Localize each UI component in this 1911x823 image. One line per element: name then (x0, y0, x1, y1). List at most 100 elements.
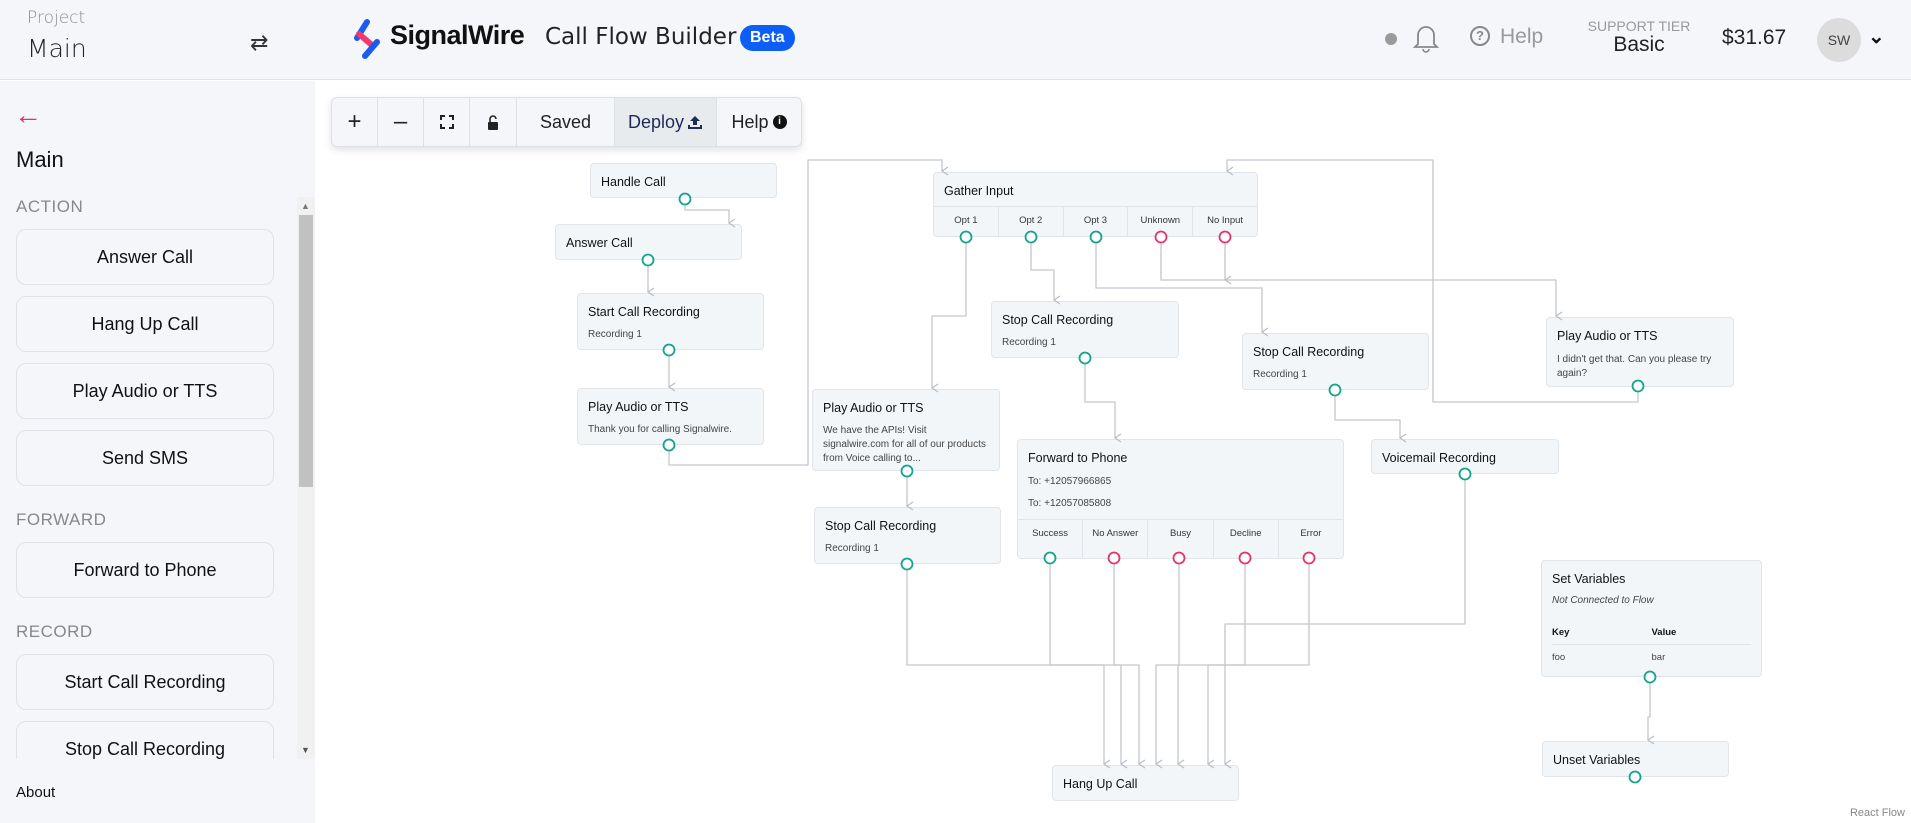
chevron-down-icon[interactable]: ⌄ (1868, 26, 1885, 48)
option-success: Success (1018, 520, 1084, 558)
node-stop-recording-c[interactable]: Stop Call Recording Recording 1 (1242, 333, 1429, 390)
node-title: Answer Call (566, 236, 633, 250)
node-title: Handle Call (601, 175, 666, 189)
scrollbar-thumb[interactable] (299, 215, 313, 487)
node-title: Play Audio or TTS (1557, 329, 1658, 343)
node-subtitle: Recording 1 (1002, 337, 1056, 348)
flow-canvas[interactable]: + – Saved Deploy Help i Handle Call Answe… (315, 81, 1911, 823)
palette-answer-call[interactable]: Answer Call (16, 229, 274, 285)
node-handle-call[interactable]: Handle Call (590, 163, 777, 198)
node-subtitle: We have the APIs! Visit signalwire.com f… (823, 425, 986, 464)
scroll-up-icon[interactable]: ▲ (301, 201, 310, 211)
forward-options: Success No Answer Busy Decline Error (1018, 519, 1343, 558)
node-gather-input[interactable]: Gather Input Opt 1 Opt 2 Opt 3 Unknown No In… (933, 172, 1258, 237)
status-dot-icon (1385, 33, 1397, 45)
upload-icon (688, 116, 703, 129)
option-no-input: No Input (1207, 215, 1244, 226)
node-title: Play Audio or TTS (588, 400, 689, 414)
help-label: Help (731, 111, 769, 132)
node-start-call-recording[interactable]: Start Call Recording Recording 1 (577, 293, 764, 350)
flow-edge[interactable] (684, 199, 729, 223)
palette-start-recording[interactable]: Start Call Recording (16, 654, 274, 710)
node-title: Gather Input (944, 184, 1014, 198)
flow-edge[interactable] (1156, 558, 1180, 764)
vars-row: foo bar (1552, 652, 1751, 663)
back-arrow-icon[interactable]: ← (14, 99, 42, 130)
var-value: bar (1651, 652, 1666, 663)
node-set-variables[interactable]: Set Variables Not Connected to Flow Key Va… (1541, 560, 1762, 677)
fit-view-icon (439, 115, 454, 129)
node-play-audio-welcome[interactable]: Play Audio or TTS Thank you for calling S… (577, 388, 764, 445)
key-header: Key (1552, 627, 1570, 638)
switch-project-icon[interactable]: ⇄ (250, 30, 269, 55)
flow-edge[interactable] (932, 237, 967, 388)
support-tier-value: Basic (1613, 33, 1665, 56)
node-subtitle: I didn't get that. Can you please try ag… (1557, 354, 1712, 379)
deploy-button[interactable]: Deploy (615, 98, 717, 146)
node-title: Voicemail Recording (1382, 451, 1496, 465)
palette-play-audio[interactable]: Play Audio or TTS (16, 363, 274, 419)
flow-edge[interactable] (1208, 558, 1310, 764)
palette-hang-up-call[interactable]: Hang Up Call (16, 296, 274, 352)
vars-header: Key Value (1552, 627, 1751, 645)
palette-stop-recording[interactable]: Stop Call Recording (16, 721, 274, 759)
fit-view-button[interactable] (424, 98, 470, 146)
node-play-audio-apis[interactable]: Play Audio or TTS We have the APIs! Visit… (812, 389, 1000, 471)
flow-edge[interactable] (1049, 558, 1121, 764)
lock-button[interactable] (470, 98, 517, 146)
flow-edge[interactable] (906, 564, 1104, 764)
help-link[interactable]: Help (1500, 25, 1544, 48)
toolbar-help-button[interactable]: Help i (717, 98, 801, 146)
palette-send-sms[interactable]: Send SMS (16, 430, 274, 486)
about-link[interactable]: About (16, 784, 56, 801)
node-unset-variables[interactable]: Unset Variables (1542, 741, 1729, 777)
flow-edge[interactable] (1084, 358, 1115, 438)
option-opt-2: Opt 2 (999, 207, 1064, 236)
account-balance: $31.67 (1722, 26, 1787, 49)
project-label: Project (27, 8, 86, 28)
node-title: Play Audio or TTS (823, 401, 924, 415)
bell-icon[interactable] (1412, 22, 1440, 54)
zoom-in-button[interactable]: + (332, 98, 378, 146)
help-icon[interactable]: ? (1470, 26, 1490, 46)
node-forward-to-phone[interactable]: Forward to Phone To: +12057966865 To: +120… (1017, 439, 1344, 559)
flow-edge[interactable] (1178, 558, 1246, 764)
zoom-out-button[interactable]: – (378, 98, 424, 146)
flow-edge[interactable] (1160, 237, 1556, 316)
scroll-down-icon[interactable]: ▼ (301, 745, 310, 755)
react-flow-attribution[interactable]: React Flow (1849, 807, 1905, 819)
node-stop-recording-b[interactable]: Stop Call Recording Recording 1 (991, 301, 1179, 358)
var-key: foo (1552, 652, 1566, 663)
beta-badge: Beta (740, 25, 795, 51)
node-palette: ACTION Answer Call Hang Up Call Play Aud… (0, 197, 315, 759)
flow-edge[interactable] (1648, 677, 1650, 740)
option-unknown: Unknown (1128, 207, 1194, 236)
node-voicemail-recording[interactable]: Voicemail Recording (1371, 439, 1559, 474)
node-title: Hang Up Call (1063, 777, 1138, 791)
unlock-icon (488, 114, 498, 130)
node-play-audio-retry[interactable]: Play Audio or TTS I didn't get that. Can … (1546, 317, 1734, 387)
avatar[interactable]: SW (1817, 18, 1861, 62)
node-answer-call[interactable]: Answer Call (555, 224, 742, 260)
option-no-answer: No Answer (1083, 520, 1149, 558)
flow-edge[interactable] (1113, 558, 1139, 764)
option-decline: Decline (1214, 520, 1279, 558)
sidebar-scrollbar[interactable]: ▲ ▼ (297, 197, 315, 759)
palette-forward-to-phone[interactable]: Forward to Phone (16, 542, 274, 598)
flow-edge[interactable] (1334, 390, 1400, 438)
top-header: Project Main ⇄ SignalWire Call Flow Buil… (0, 0, 1911, 80)
brand-name: SignalWire (390, 20, 525, 50)
node-stop-recording-a[interactable]: Stop Call Recording Recording 1 (814, 507, 1001, 564)
section-forward: FORWARD (16, 510, 107, 529)
option-busy: Busy (1148, 520, 1214, 558)
flow-edge[interactable] (1030, 237, 1054, 300)
saved-status: Saved (517, 98, 615, 146)
option-error: Error (1300, 528, 1322, 539)
node-title: Set Variables (1552, 572, 1626, 586)
node-title: Stop Call Recording (825, 519, 937, 533)
node-hang-up-call[interactable]: Hang Up Call (1052, 765, 1239, 801)
not-connected-note: Not Connected to Flow (1552, 595, 1654, 606)
forward-number: To: +12057085808 (1028, 498, 1112, 509)
support-tier-label: SUPPORT TIER (1587, 18, 1691, 34)
section-record: RECORD (16, 622, 93, 641)
